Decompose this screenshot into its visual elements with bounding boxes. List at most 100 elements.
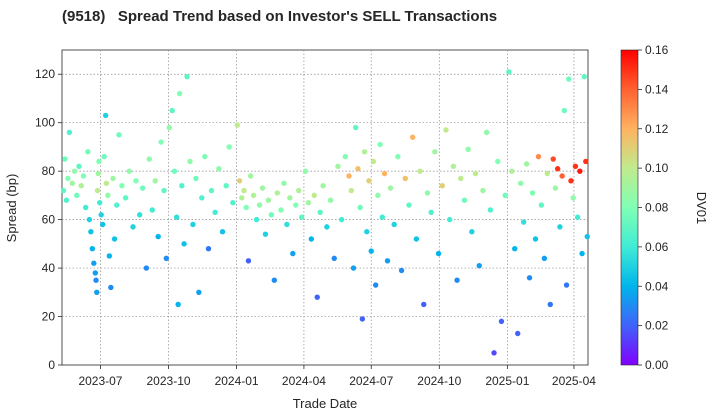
data-point [171,168,178,174]
data-point [99,221,106,228]
data-point [547,301,553,308]
data-point [377,141,383,148]
colorbar [620,49,639,366]
data-point [296,187,302,194]
data-point [173,214,180,220]
data-point [92,270,98,276]
data-point [372,282,379,288]
data-point [152,178,158,184]
data-point [366,178,372,184]
data-point [348,187,354,194]
data-point [302,168,309,174]
data-point [461,197,468,203]
data-point [116,132,122,138]
data-point [163,255,170,262]
data-point [458,175,464,182]
data-point [368,248,374,254]
data-point [387,185,394,191]
data-point [395,153,401,160]
data-point [271,277,278,283]
data-point [97,199,103,206]
y-tick-label: 100 [35,116,55,130]
data-point [262,231,269,237]
colorbar-tick-label: 0.04 [645,279,669,293]
data-point [570,195,576,201]
y-tick-label: 60 [42,213,56,227]
data-point [317,209,323,216]
data-point [577,168,583,174]
colorbar-tick-label: 0.10 [645,161,669,175]
data-point [495,158,501,165]
data-point [94,289,100,296]
data-point [417,168,423,174]
data-point [65,175,71,182]
data-point [353,124,359,131]
data-point [202,153,208,160]
data-point [193,175,199,182]
data-point [409,134,416,140]
data-point [476,262,482,269]
data-point [584,233,590,240]
colorbar-ticks: 0.00 0.02 0.04 0.06 0.08 0.10 0.12 0.14 0.16 [638,43,669,372]
data-point [268,212,275,218]
data-point [469,229,475,235]
data-point [85,149,91,155]
data-point [62,156,68,162]
y-tick-label: 120 [35,67,55,81]
data-point [155,233,161,240]
y-axis-ticks: 0 20 40 60 80 100 120 [35,67,62,372]
data-point [428,209,434,216]
data-point [253,216,260,223]
data-point [559,173,565,179]
data-point [502,192,508,199]
x-axis-label: Trade Date [293,396,358,411]
data-point [579,250,585,257]
data-point [63,197,70,203]
data-point [498,318,505,325]
data-point [76,163,82,170]
data-point [472,170,479,177]
y-axis-label: Spread (bp) [4,174,19,243]
colorbar-tick-label: 0.16 [645,43,669,57]
data-point [379,214,386,220]
data-point [102,112,109,119]
data-point [506,69,512,75]
data-point [290,250,296,257]
data-point [566,76,572,82]
data-point [247,173,254,179]
data-point [265,197,272,203]
data-point [487,207,494,213]
data-point [491,350,497,356]
data-point [450,163,457,170]
data-point [69,180,76,186]
data-point [250,192,257,199]
data-point [446,216,453,223]
data-point [136,212,143,218]
data-point [443,127,449,133]
data-point [169,107,175,114]
data-point [342,153,349,160]
data-point [563,282,570,288]
data-point [561,107,568,114]
data-point [94,187,101,194]
data-point [199,195,205,201]
data-point [130,224,136,230]
data-point [93,277,99,283]
data-point [212,209,218,216]
data-point [327,197,334,203]
data-point [583,158,589,165]
data-point [91,260,97,266]
data-point [574,214,581,220]
data-point [370,158,377,165]
data-point [230,199,236,206]
data-point [208,187,215,194]
data-point [314,294,320,300]
data-point [166,124,172,131]
data-point [158,139,164,145]
colorbar-tick-label: 0.08 [645,201,669,215]
data-point [355,166,361,172]
data-point [205,245,212,252]
data-point [520,219,527,225]
data-point [324,224,330,230]
colorbar-tick-label: 0.02 [645,319,669,333]
